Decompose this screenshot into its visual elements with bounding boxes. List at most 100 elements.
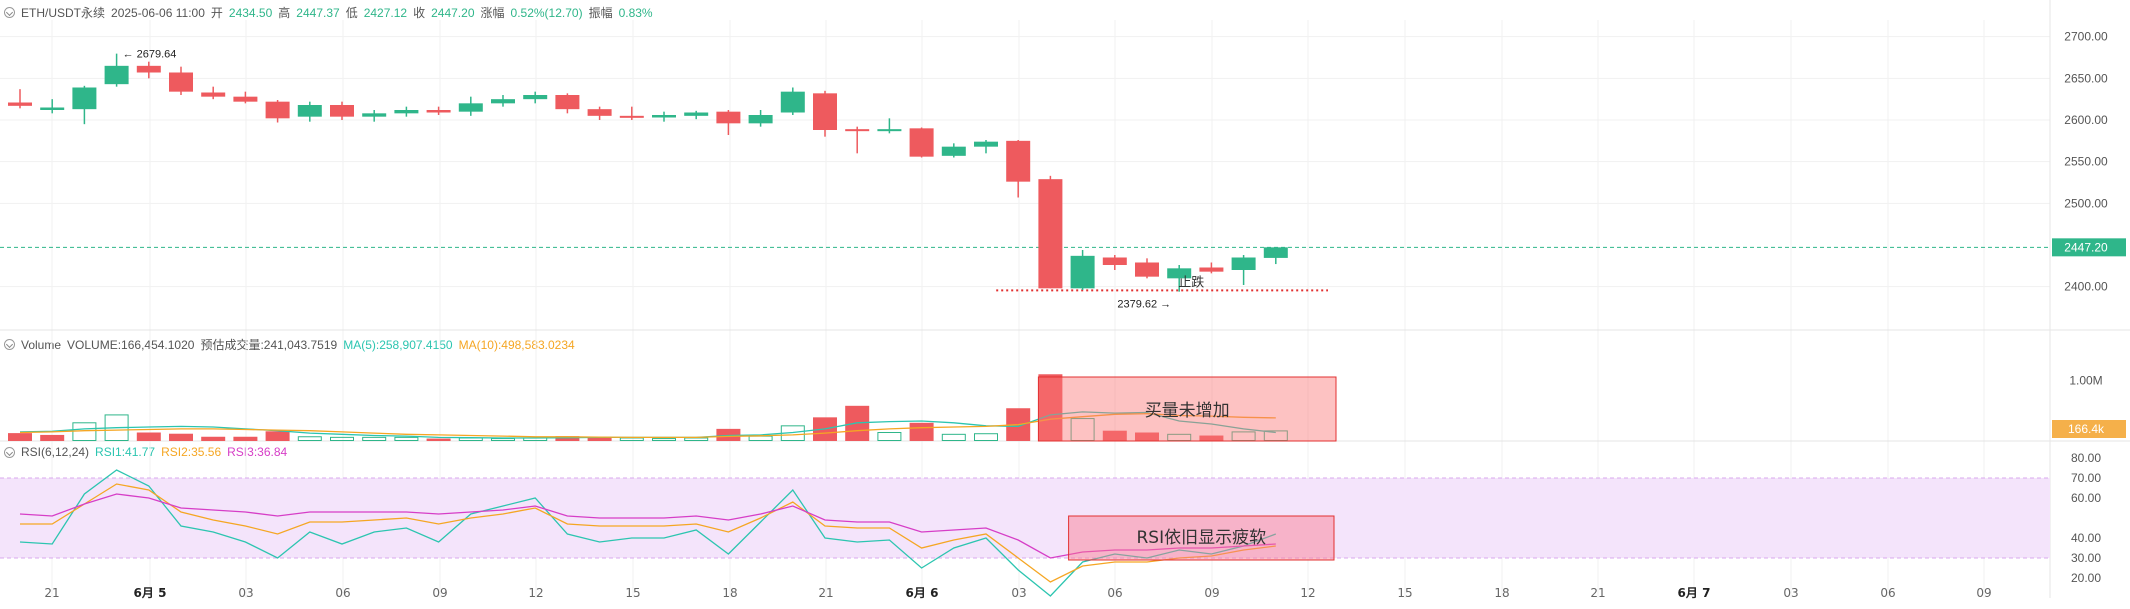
rsi-line-1 [19,469,1277,597]
candle-body [1135,262,1159,277]
rsi-annotation-box [1068,515,1335,561]
volume-bar [265,431,290,441]
volume-bar [426,438,451,441]
x-tick-label: 6月 6 [906,586,939,600]
y-tick-label: 2600.00 [2064,113,2108,127]
collapse-icon[interactable] [4,446,15,458]
x-tick-label: 15 [625,586,640,600]
candle-body [491,99,515,104]
x-tick-label: 03 [1783,586,1798,600]
candle-body [1102,257,1127,265]
low-marker: 2379.62 → [1117,299,1171,311]
last-price-label: 2447.20 [2064,240,2108,254]
candle-body [233,96,258,102]
rsi-annotation: RSI依旧显示疲软 [1136,528,1266,548]
y-tick-label: 2500.00 [2064,196,2108,210]
estimated-volume: 预估成交量:241,043.7519 [200,338,338,352]
x-tick-label: 21 [818,586,833,600]
volume-bar [330,436,354,441]
volume-bar [136,432,161,441]
candle-body [555,95,580,110]
candle-body [909,128,934,157]
volume-bar [1135,432,1159,441]
volume-bar [555,436,580,441]
rsi-tick-label: 30.00 [2071,551,2101,565]
volume-header: Volume VOLUME:166,454.1020 预估成交量:241,043… [4,336,575,353]
volume-bar [201,436,226,441]
candle-body [8,102,32,106]
volume-last-label: 166.4k [2068,422,2105,436]
rsi2-value: RSI2:35.56 [161,445,222,459]
candle-body [362,113,387,117]
candle-body [104,65,129,85]
rsi3-value: RSI3:36.84 [227,445,288,459]
volume-bar [491,438,515,442]
low-value: 2427.12 [363,5,408,20]
candle-body [684,112,709,116]
volume-bar [619,437,644,442]
candle-body [1263,247,1288,258]
candle-body [1038,179,1063,289]
y-tick-label: 2550.00 [2064,155,2108,169]
volume-bar [394,436,419,441]
collapse-icon[interactable] [4,339,15,350]
change-label: 涨幅 [480,6,505,20]
candle-body [1231,257,1256,270]
candle-body [426,110,451,113]
volume-bar [587,436,612,441]
x-tick-label: 12 [528,586,543,600]
x-tick-label: 06 [1107,586,1122,600]
open-value: 2434.50 [228,5,273,20]
candle-body [587,109,612,116]
rsi-line-2 [20,483,1276,583]
y-tick-label: 2400.00 [2064,280,2108,294]
collapse-icon[interactable] [4,7,15,18]
change-value: 0.52%(12.70) [510,5,583,20]
volume-bar [684,437,709,442]
volume-ma5: MA(5):258,907.4150 [343,337,453,352]
volume-bar [909,422,934,441]
candle-body [458,103,483,112]
x-tick-label: 6月 5 [134,586,167,600]
x-tick-label: 06 [335,586,350,600]
high-label: 高 [278,6,291,20]
symbol-label: ETH/USDT永续 [21,6,106,20]
volume-bar [40,434,65,441]
close-value: 2447.20 [431,5,475,20]
volume-bar [233,436,258,441]
candle-body [780,91,805,113]
candle-body [265,101,290,119]
candle-body [813,93,837,130]
high-value: 2447.37 [296,5,340,20]
y-tick-label: 2700.00 [2064,30,2108,44]
candle-body [845,129,870,132]
rsi-header: RSI(6,12,24) RSI1:41.77 RSI2:35.56 RSI3:… [4,445,287,459]
rsi-tick-label: 20.00 [2071,571,2101,585]
candle-body [201,92,226,97]
candle-body [136,65,161,73]
volume-bar [1199,435,1224,441]
rsi-line-3 [19,493,1276,559]
close-label: 收 [413,6,426,20]
candle-body [40,107,65,110]
y-tick-label: 2650.00 [2064,71,2108,85]
rsi-band [0,478,2050,558]
price-header: ETH/USDT永续 2025-06-06 11:00 开 2434.50 高 … [4,4,653,21]
x-tick-label: 15 [1397,586,1412,600]
candle-body [619,115,644,118]
volume-bar [941,433,966,441]
candle-body [716,111,741,124]
volume-bar [748,435,773,442]
datetime-label: 2025-06-06 11:00 [111,5,205,20]
volume-bar [169,433,193,441]
x-tick-label: 18 [1494,586,1509,600]
candle-body [974,141,998,147]
candle-body [1199,267,1224,272]
volume-bar [974,433,998,442]
price-annotation: 止跌 [1178,274,1204,290]
x-tick-label: 09 [432,586,447,600]
volume-annotation: 买量未增加 [1145,401,1230,421]
x-tick-label: 21 [44,586,59,600]
candle-body [1006,140,1031,182]
